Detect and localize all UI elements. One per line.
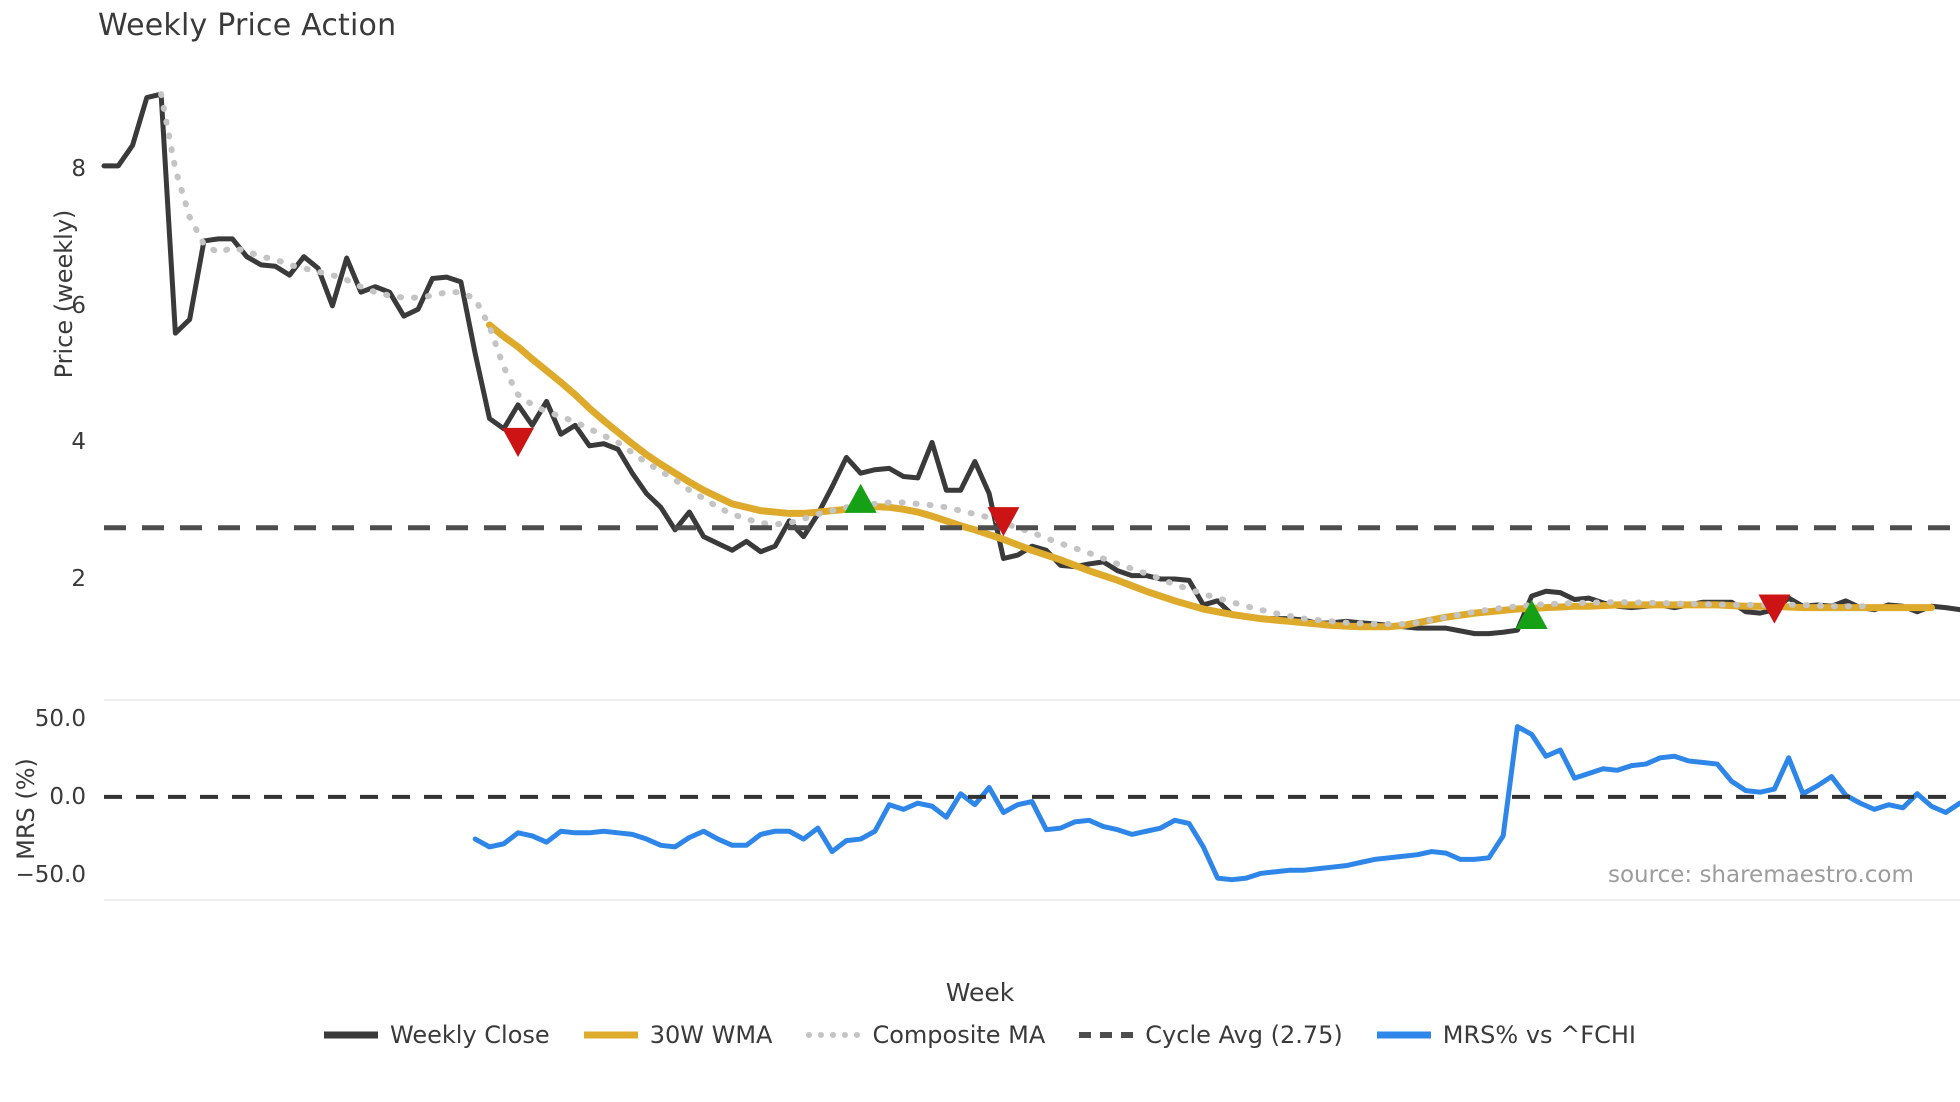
signal-markers-group (502, 427, 1791, 629)
legend-label: 30W WMA (649, 1021, 773, 1049)
x-axis-label: Week (945, 978, 1015, 1007)
price-y-tick: 2 (71, 565, 86, 592)
legend-item[interactable]: 30W WMA (583, 1021, 773, 1049)
legend-swatch-icon (1079, 1026, 1134, 1044)
legend-item[interactable]: Composite MA (806, 1021, 1045, 1049)
price-line-30w-wma (485, 321, 1935, 631)
mrs-line (472, 724, 1960, 883)
legend-item[interactable]: Weekly Close (324, 1021, 550, 1049)
legend-label: Cycle Avg (2.75) (1145, 1021, 1343, 1049)
price-series-group (101, 91, 1960, 637)
mrs-y-tick: 0.0 (49, 783, 86, 810)
mrs-y-tick: −50.0 (15, 862, 86, 888)
sell-signal-marker (502, 427, 535, 458)
legend-item[interactable]: MRS% vs ^FCHI (1376, 1021, 1636, 1049)
legend-item[interactable]: Cycle Avg (2.75) (1079, 1021, 1343, 1049)
legend-swatch-icon (1376, 1026, 1431, 1044)
legend-label: Composite MA (872, 1021, 1046, 1049)
buy-signal-marker (844, 483, 877, 513)
legend-swatch-icon (324, 1026, 379, 1044)
mrs-series-group (104, 724, 1960, 883)
chart-legend: Weekly Close 30W WMA Composite MA Cycle Avg… (0, 1021, 1960, 1049)
sell-signal-marker (1758, 594, 1791, 624)
gridlines (104, 699, 1960, 901)
legend-label: MRS% vs ^FCHI (1442, 1021, 1636, 1049)
source-watermark: source: sharemaestro.com (1608, 862, 1914, 888)
price-y-tick: 6 (71, 292, 86, 319)
price-y-tick: 4 (71, 429, 86, 456)
legend-swatch-icon (583, 1026, 638, 1044)
price-y-tick: 8 (71, 156, 86, 183)
sell-signal-marker (987, 507, 1020, 537)
mrs-y-tick: 50.0 (34, 705, 86, 732)
legend-label: Weekly Close (390, 1021, 550, 1049)
chart-title: Weekly Price Action (98, 8, 397, 43)
buy-signal-marker (1515, 599, 1548, 629)
legend-swatch-icon (806, 1026, 861, 1044)
